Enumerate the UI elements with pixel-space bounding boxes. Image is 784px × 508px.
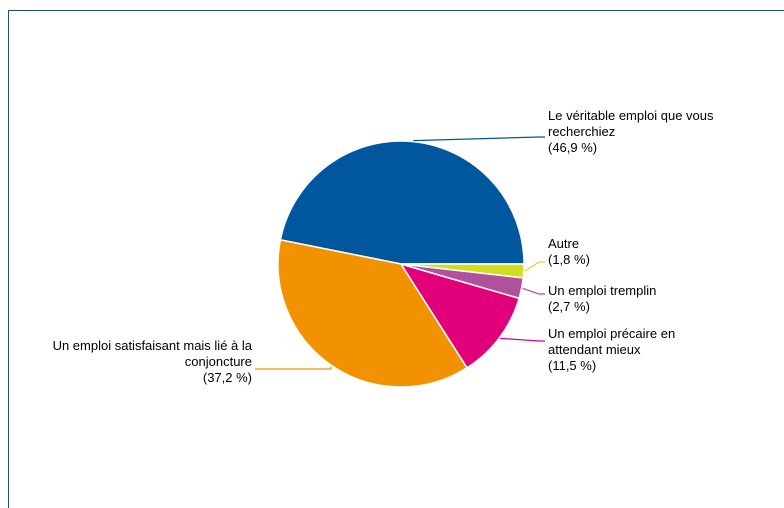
category-name: Un emploi tremplin (548, 283, 657, 298)
pie-slice (277, 238, 469, 388)
pie-slice (279, 140, 525, 265)
leader-line (524, 261, 545, 272)
frame (8, 10, 784, 508)
category-name: Un emploi précaire en attendant mieux (548, 326, 676, 357)
category-name: Le véritable emploi que vous recherchiez (548, 108, 714, 139)
value-label: (11,5 %) (548, 358, 597, 373)
slice-label: Autre (1,8 %) (548, 236, 748, 268)
leader-line (255, 366, 332, 370)
leader-line (500, 337, 545, 342)
slice-label: Un emploi précaire en attendant mieux (11… (548, 326, 728, 374)
slice-label: Un emploi satisfaisant mais lié à la con… (16, 338, 252, 386)
value-label: (37,2 %) (202, 370, 252, 385)
leader-line (413, 136, 545, 142)
value-label: (2,7 %) (548, 299, 590, 314)
category-name: Autre (548, 236, 580, 251)
leader-line (522, 287, 545, 295)
pie-slice (400, 263, 525, 279)
slice-label: Un emploi tremplin (2,7 %) (548, 283, 748, 315)
category-name: Un emploi satisfaisant mais lié à la con… (52, 338, 252, 369)
value-label: (46,9 %) (548, 140, 598, 155)
value-label: (1,8 %) (548, 252, 590, 267)
slice-label: Le véritable emploi que vous recherchiez… (548, 108, 780, 156)
